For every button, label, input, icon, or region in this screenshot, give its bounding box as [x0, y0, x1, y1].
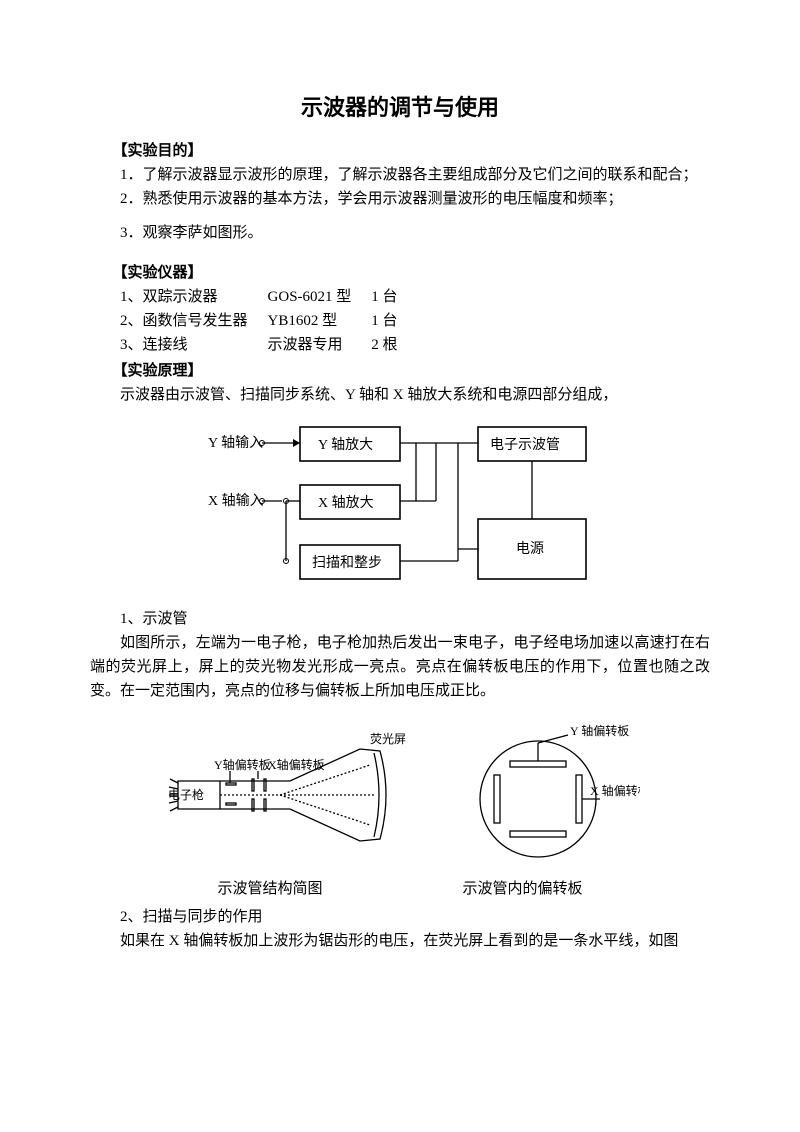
section2-title: 2、扫描与同步的作用 [90, 905, 710, 929]
instrument-qty: 2 根 [371, 333, 417, 357]
objective-1: 1．了解示波器显示波形的原理，了解示波器各主要组成部分及它们之间的联系和配合； [90, 163, 710, 187]
instrument-idx: 2、函数信号发生器 [120, 309, 268, 333]
objective-header: 【实验目的】 [90, 139, 710, 163]
x-amp-label: X 轴放大 [318, 495, 374, 511]
page-title: 示波器的调节与使用 [90, 90, 710, 125]
instrument-model: 示波器专用 [268, 333, 372, 357]
objective-2: 2．熟悉使用示波器的基本方法，学会用示波器测量波形的电压幅度和频率； [90, 187, 710, 211]
crt-structure-diagram: 电子枪 Y轴偏转板 X轴偏转板 荧光屏 [160, 721, 420, 871]
diagram-captions: 示波管结构简图 示波管内的偏转板 [90, 877, 710, 901]
y-plate-label: Y轴偏转板 [214, 757, 271, 772]
y-amp-label: Y 轴放大 [318, 437, 373, 453]
block-diagram-container: Y 轴输入 X 轴输入 Y 轴放大 X 轴放大 扫描和整步 电子示波管 电源 [90, 419, 710, 599]
power-label: 电源 [516, 541, 544, 557]
deflection-plates-diagram: Y 轴偏转板 X 轴偏转板 [460, 721, 640, 871]
instruments-table: 1、双踪示波器 GOS-6021 型 1 台 2、函数信号发生器 YB1602 … [120, 285, 418, 357]
crt-diagrams: 电子枪 Y轴偏转板 X轴偏转板 荧光屏 [90, 721, 710, 871]
x-input-label: X 轴输入 [208, 493, 264, 509]
principle-intro: 示波器由示波管、扫描同步系统、Y 轴和 X 轴放大系统和电源四部分组成， [90, 383, 710, 407]
y-plate-full-label: Y 轴偏转板 [570, 723, 629, 738]
table-row: 1、双踪示波器 GOS-6021 型 1 台 [120, 285, 418, 309]
section1-title: 1、示波管 [90, 607, 710, 631]
y-input-label: Y 轴输入 [208, 435, 263, 451]
instrument-model: GOS-6021 型 [268, 285, 372, 309]
objective-3: 3．观察李萨如图形。 [90, 221, 710, 245]
table-row: 2、函数信号发生器 YB1602 型 1 台 [120, 309, 418, 333]
instrument-qty: 1 台 [371, 285, 417, 309]
x-plate-full-label: X 轴偏转板 [590, 783, 640, 798]
table-row: 3、连接线 示波器专用 2 根 [120, 333, 418, 357]
caption-right: 示波管内的偏转板 [463, 877, 583, 901]
crt-label: 电子示波管 [490, 437, 560, 453]
screen-label: 荧光屏 [370, 732, 406, 746]
section1-body: 如图所示，左端为一电子枪，电子枪加热后发出一束电子，电子经电场加速以高速打在右端… [90, 631, 710, 703]
instrument-qty: 1 台 [371, 309, 417, 333]
sweep-label: 扫描和整步 [312, 555, 382, 571]
instruments-header: 【实验仪器】 [90, 261, 710, 285]
section2-body: 如果在 X 轴偏转板加上波形为锯齿形的电压，在荧光屏上看到的是一条水平线，如图 [90, 929, 710, 953]
instrument-model: YB1602 型 [268, 309, 372, 333]
instrument-idx: 3、连接线 [120, 333, 268, 357]
instrument-idx: 1、双踪示波器 [120, 285, 268, 309]
block-diagram: Y 轴输入 X 轴输入 Y 轴放大 X 轴放大 扫描和整步 电子示波管 电源 [200, 419, 600, 599]
principle-header: 【实验原理】 [90, 359, 710, 383]
caption-left: 示波管结构简图 [217, 877, 322, 901]
